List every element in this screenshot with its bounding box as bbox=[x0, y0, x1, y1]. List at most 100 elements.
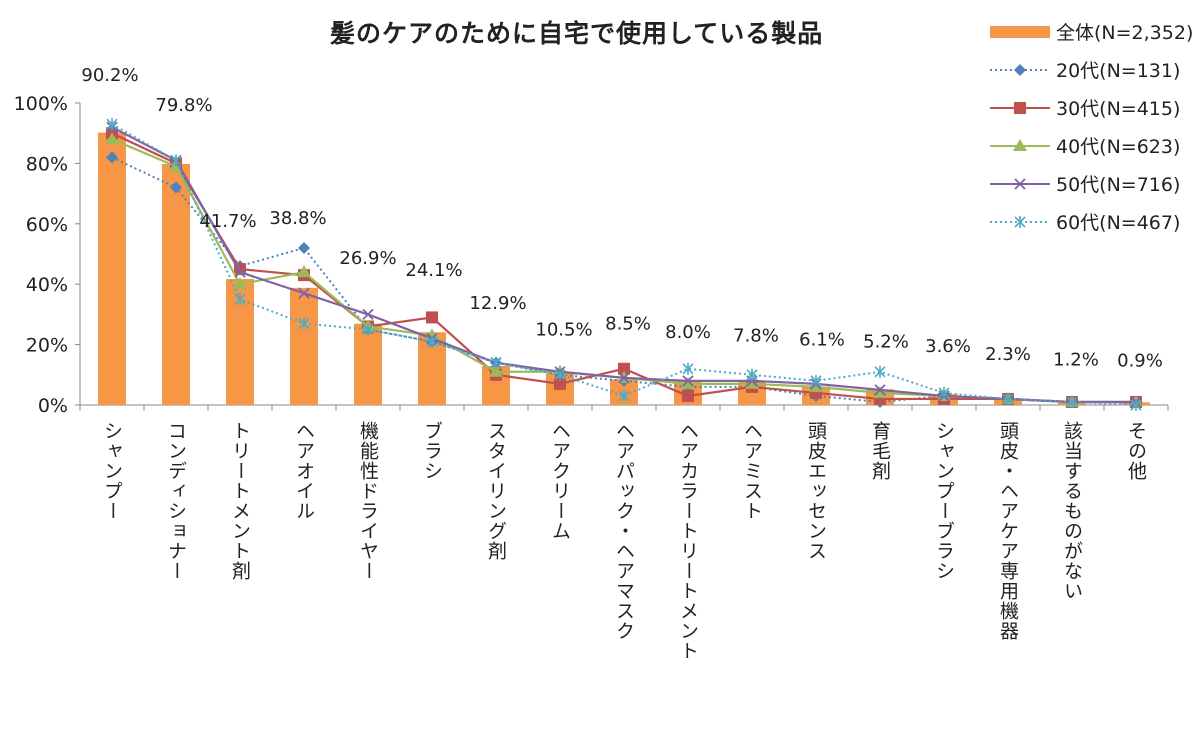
y-tick-label: 100% bbox=[14, 93, 68, 115]
legend-label: 30代(N=415) bbox=[1056, 98, 1180, 120]
y-tick-label: 80% bbox=[26, 153, 68, 175]
point-star bbox=[1066, 395, 1078, 408]
bar-value-label: 10.5% bbox=[535, 319, 592, 340]
category-label: 頭皮・ヘアケア専用機器 bbox=[997, 421, 1019, 641]
point-star bbox=[682, 362, 694, 375]
point-diamond bbox=[1014, 64, 1026, 76]
bar-value-label: 41.7% bbox=[199, 211, 256, 232]
category-label: シャンプー bbox=[101, 421, 123, 521]
legend-item: 全体(N=2,352) bbox=[990, 22, 1193, 44]
category-label: ヘアオイル bbox=[293, 421, 315, 521]
legend-item: 30代(N=415) bbox=[990, 98, 1180, 120]
point-star bbox=[234, 293, 246, 306]
bar-value-label: 5.2% bbox=[863, 331, 909, 352]
legend-label: 20代(N=131) bbox=[1056, 60, 1180, 82]
point-triangle bbox=[297, 265, 311, 278]
y-tick-label: 40% bbox=[26, 274, 68, 296]
point-x bbox=[874, 384, 886, 396]
bar-value-label: 79.8% bbox=[155, 95, 212, 116]
point-x bbox=[234, 266, 246, 278]
category-label: ヘアカラートリートメント bbox=[677, 421, 699, 661]
bar-value-label: 38.8% bbox=[269, 208, 326, 229]
point-star bbox=[938, 386, 950, 399]
series-line bbox=[111, 132, 1136, 404]
point-x bbox=[298, 287, 310, 299]
point-star bbox=[298, 317, 310, 330]
point-triangle bbox=[105, 132, 119, 145]
point-square bbox=[1014, 102, 1026, 114]
category-label: 機能性ドライヤー bbox=[357, 421, 379, 581]
point-triangle bbox=[873, 385, 887, 398]
point-star bbox=[1130, 399, 1142, 411]
point-square bbox=[426, 311, 438, 324]
category-label: コンディショナー bbox=[165, 421, 187, 581]
bar-value-label: 90.2% bbox=[81, 65, 138, 86]
category-label: ヘアパック・ヘアマスク bbox=[613, 421, 635, 641]
chart-title: 髪のケアのために自宅で使用している製品 bbox=[330, 19, 824, 48]
point-star bbox=[426, 335, 438, 348]
bar-value-label: 0.9% bbox=[1117, 350, 1163, 371]
legend-swatch bbox=[990, 26, 1050, 38]
point-diamond bbox=[298, 241, 310, 254]
legend-item: 60代(N=467) bbox=[990, 212, 1180, 234]
bar-value-label: 7.8% bbox=[733, 325, 779, 346]
legend-item: 50代(N=716) bbox=[990, 174, 1180, 196]
bar-value-label: 1.2% bbox=[1053, 349, 1099, 370]
point-star bbox=[874, 365, 886, 378]
point-star bbox=[746, 368, 758, 381]
category-label: 頭皮エッセンス bbox=[805, 421, 827, 561]
point-x bbox=[362, 308, 374, 321]
y-tick-label: 0% bbox=[38, 395, 68, 417]
point-triangle bbox=[233, 277, 247, 290]
category-label: ヘアミスト bbox=[741, 421, 763, 521]
point-star bbox=[618, 389, 630, 402]
point-triangle bbox=[745, 376, 759, 389]
point-x bbox=[682, 375, 694, 387]
legend-item: 20代(N=131) bbox=[990, 60, 1180, 82]
legend-item: 40代(N=623) bbox=[990, 136, 1180, 158]
point-star bbox=[1002, 392, 1014, 405]
point-diamond bbox=[106, 151, 118, 164]
category-label: トリートメント剤 bbox=[229, 421, 251, 581]
series-line-group bbox=[106, 118, 1142, 411]
point-triangle bbox=[489, 364, 503, 377]
point-square bbox=[682, 389, 694, 402]
series-line bbox=[111, 126, 1136, 404]
category-label: スタイリング剤 bbox=[485, 421, 507, 561]
point-star bbox=[362, 323, 374, 336]
bar bbox=[354, 323, 382, 405]
point-square bbox=[554, 377, 566, 390]
point-x bbox=[1014, 178, 1026, 190]
bar-value-label: 2.3% bbox=[985, 344, 1031, 365]
y-tick-label: 60% bbox=[26, 214, 68, 236]
bar bbox=[162, 164, 190, 405]
legend-label: 40代(N=623) bbox=[1056, 136, 1180, 158]
category-label: ブラシ bbox=[421, 421, 443, 481]
y-tick-label: 20% bbox=[26, 335, 68, 357]
bar bbox=[98, 132, 126, 405]
series-line bbox=[111, 156, 1136, 403]
point-triangle bbox=[1013, 139, 1027, 151]
series-line-group bbox=[106, 127, 1142, 408]
bar-value-label: 12.9% bbox=[469, 293, 526, 314]
bar-value-label: 26.9% bbox=[339, 248, 396, 269]
legend-label: 50代(N=716) bbox=[1056, 174, 1180, 196]
bar-value-label: 6.1% bbox=[799, 330, 845, 351]
category-label: 育毛剤 bbox=[869, 421, 891, 481]
point-star bbox=[554, 368, 566, 381]
point-diamond bbox=[170, 181, 182, 194]
bar-value-label: 8.0% bbox=[665, 322, 711, 343]
category-label: ヘアクリーム bbox=[549, 421, 571, 541]
bar-value-label: 24.1% bbox=[405, 260, 462, 281]
point-star bbox=[490, 356, 502, 369]
category-label: シャンプーブラシ bbox=[933, 421, 955, 581]
category-label: その他 bbox=[1125, 421, 1147, 481]
point-star bbox=[1014, 216, 1026, 228]
bar-value-label: 8.5% bbox=[605, 313, 651, 334]
point-x bbox=[618, 372, 630, 384]
point-square bbox=[618, 362, 630, 375]
point-triangle bbox=[681, 376, 695, 389]
series-line bbox=[111, 123, 1137, 406]
